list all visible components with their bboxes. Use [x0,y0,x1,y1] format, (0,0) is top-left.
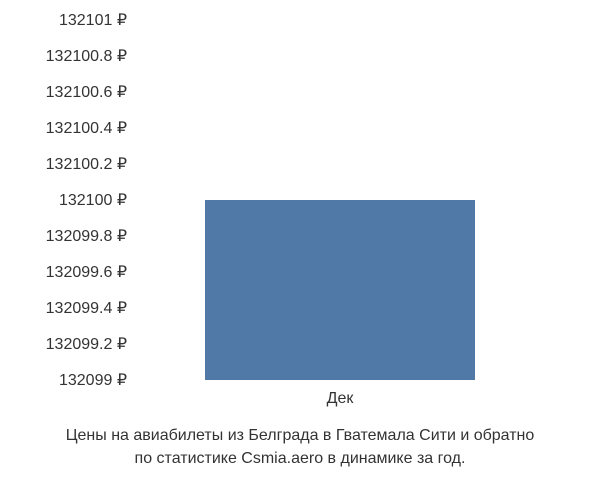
y-tick: 132100 ₽ [0,190,135,210]
plot-area: Дек [135,20,580,380]
x-tick: Дек [327,390,354,408]
chart-caption: Цены на авиабилеты из Белграда в Гватема… [0,425,600,470]
caption-line-1: Цены на авиабилеты из Белграда в Гватема… [66,427,535,444]
y-tick: 132100.2 ₽ [0,154,135,174]
y-tick: 132099.2 ₽ [0,334,135,354]
y-axis: 132101 ₽ 132100.8 ₽ 132100.6 ₽ 132100.4 … [0,20,135,380]
caption-line-2: по статистике Csmia.aero в динамике за г… [135,450,466,467]
chart-container: 132101 ₽ 132100.8 ₽ 132100.6 ₽ 132100.4 … [0,20,600,400]
y-tick: 132100.4 ₽ [0,118,135,138]
y-tick: 132099.8 ₽ [0,226,135,246]
y-tick: 132101 ₽ [0,10,135,30]
y-tick: 132099.4 ₽ [0,298,135,318]
bar [205,200,475,380]
y-tick: 132100.6 ₽ [0,82,135,102]
y-tick: 132099 ₽ [0,370,135,390]
y-tick: 132099.6 ₽ [0,262,135,282]
y-tick: 132100.8 ₽ [0,46,135,66]
